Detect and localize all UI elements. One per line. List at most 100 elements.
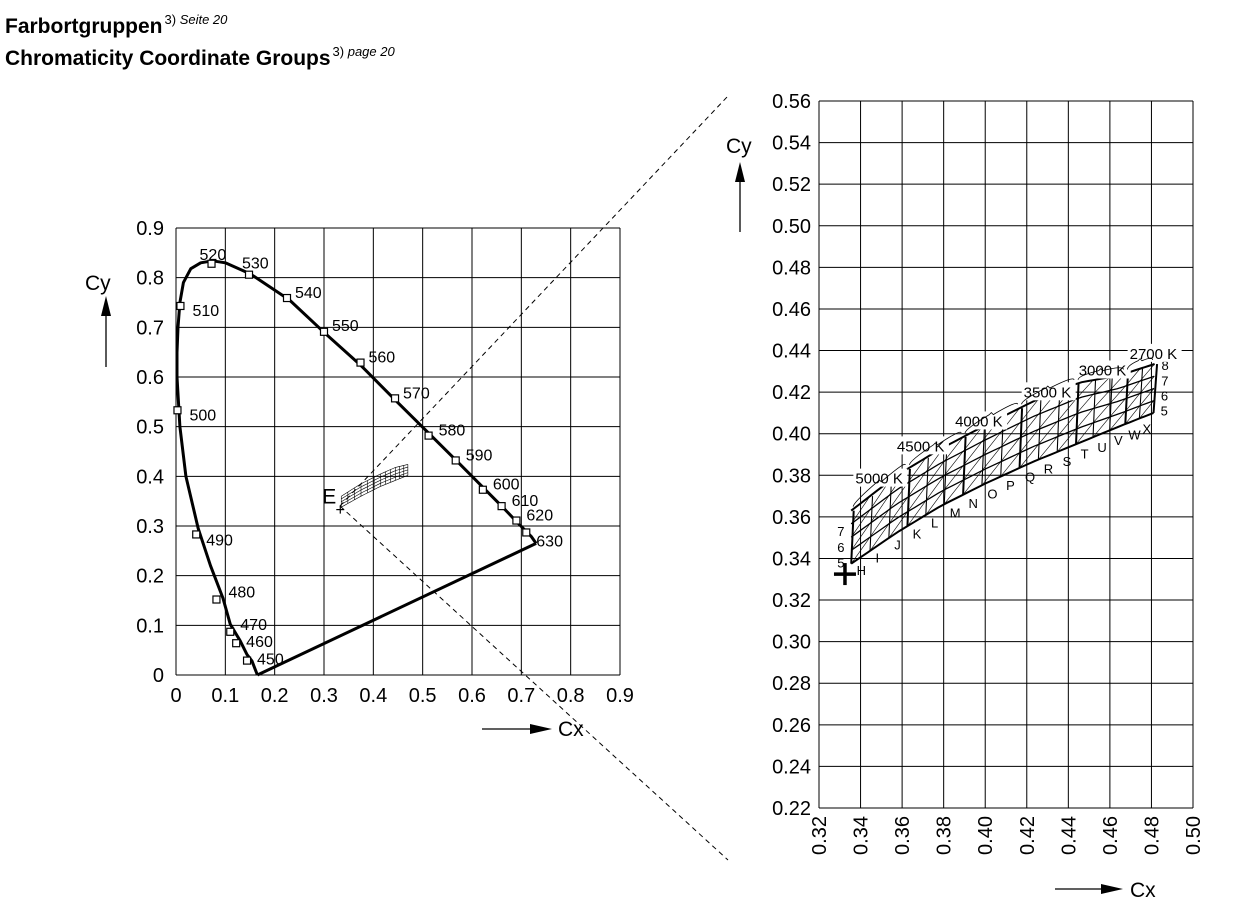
wavelength-label: 470 bbox=[240, 617, 267, 634]
cct-brace bbox=[909, 431, 962, 466]
wavelength-label: 550 bbox=[332, 318, 359, 335]
color-group-hatch bbox=[1019, 414, 1039, 439]
color-group-line bbox=[850, 510, 855, 564]
wavelength-marker bbox=[451, 456, 460, 465]
color-group-label: N bbox=[969, 496, 978, 511]
sub-group-label-left: 7 bbox=[837, 524, 844, 539]
cct-brace bbox=[964, 402, 1018, 434]
color-group-hatch bbox=[1139, 400, 1155, 419]
cct-label-bg bbox=[853, 468, 908, 487]
x-axis-label: Cx bbox=[558, 718, 584, 741]
cct-label: 2700 K bbox=[1130, 346, 1178, 363]
wavelength-marker bbox=[512, 516, 521, 525]
color-group-hatch bbox=[1139, 363, 1155, 382]
y-tick-label: 0.34 bbox=[772, 548, 811, 570]
wavelength-marker bbox=[319, 327, 329, 336]
color-group-label: I bbox=[875, 550, 879, 565]
wavelength-label: 630 bbox=[536, 533, 563, 550]
x-axis-label: Cx bbox=[1130, 879, 1156, 902]
y-tick-label: 0.44 bbox=[772, 341, 811, 363]
color-group-hatch bbox=[850, 509, 871, 538]
color-group-hatch bbox=[981, 461, 1001, 486]
wavelength-label: 490 bbox=[206, 532, 233, 549]
color-group-hatch bbox=[907, 457, 927, 484]
wavelength-label: 570 bbox=[403, 385, 430, 402]
wavelength-label: 560 bbox=[369, 350, 396, 367]
color-group-hatch bbox=[925, 475, 945, 501]
color-group-hatch bbox=[944, 465, 964, 490]
x-tick-label: 0.48 bbox=[1141, 816, 1163, 855]
color-group-label: M bbox=[950, 505, 961, 520]
cct-label: 3500 K bbox=[1024, 384, 1072, 401]
y-tick-label: 0.40 bbox=[772, 424, 811, 446]
color-group-hatch bbox=[869, 509, 890, 538]
color-group-label: S bbox=[1063, 454, 1072, 469]
wavelength-label: 610 bbox=[512, 493, 539, 510]
color-group-hatch bbox=[1056, 413, 1077, 437]
cct-label: 4500 K bbox=[897, 438, 945, 455]
color-group-hatch bbox=[1019, 444, 1039, 469]
y-tick-label: 0.42 bbox=[772, 382, 811, 404]
y-tick-label: 0.24 bbox=[772, 756, 811, 778]
y-tick-label: 0.36 bbox=[772, 507, 811, 529]
x-tick-label: 0.2 bbox=[261, 685, 289, 707]
color-group-label: H bbox=[857, 563, 866, 578]
wavelength-marker bbox=[356, 358, 365, 367]
color-group-label: T bbox=[1081, 447, 1089, 462]
wavelength-label: 500 bbox=[189, 407, 216, 424]
sub-group-label-left: 5 bbox=[837, 556, 844, 571]
color-group-hatch bbox=[888, 483, 908, 510]
color-group-label: J bbox=[894, 538, 901, 553]
color-group-hatch bbox=[1092, 416, 1110, 438]
x-tick-label: 0.5 bbox=[409, 685, 437, 707]
cct-brace bbox=[1077, 367, 1124, 380]
color-group-hatch bbox=[1019, 429, 1039, 454]
y-tick-label: 0.4 bbox=[136, 466, 164, 488]
wavelength-label: 580 bbox=[439, 423, 466, 440]
color-group-hatch bbox=[944, 436, 964, 462]
wavelength-marker bbox=[522, 528, 531, 537]
color-group-label: V bbox=[1114, 433, 1123, 448]
cct-label: 5000 K bbox=[855, 471, 903, 488]
y-axis-arrow-head bbox=[735, 162, 745, 182]
y-axis-label: Cy bbox=[726, 135, 752, 158]
y-tick-label: 0.7 bbox=[136, 317, 164, 339]
y-tick-label: 0.26 bbox=[772, 715, 811, 737]
color-group-label: K bbox=[913, 527, 922, 542]
color-group-hatch bbox=[1125, 368, 1141, 387]
wavelength-marker bbox=[232, 639, 241, 648]
color-group-hatch bbox=[962, 426, 983, 452]
color-group-hatch bbox=[907, 486, 927, 512]
color-sub-group-line bbox=[850, 400, 1155, 551]
wavelength-marker bbox=[192, 530, 201, 539]
y-tick-label: 0.46 bbox=[772, 299, 811, 321]
color-group-hatch bbox=[1038, 406, 1058, 430]
wavelength-marker bbox=[424, 431, 433, 440]
color-group-hatch bbox=[962, 456, 983, 481]
sub-group-label-right: 6 bbox=[1161, 388, 1168, 403]
x-tick-label: 0.32 bbox=[809, 816, 831, 855]
color-group-hatch bbox=[944, 480, 964, 505]
wavelength-label: 540 bbox=[295, 285, 322, 302]
color-group-hatch bbox=[1075, 394, 1094, 415]
wavelength-label: 600 bbox=[493, 477, 520, 494]
color-group-hatch bbox=[850, 523, 871, 551]
wavelength-marker bbox=[212, 595, 221, 604]
y-axis-label: Cy bbox=[85, 272, 111, 295]
color-group-hatch bbox=[907, 471, 927, 498]
group-region-line bbox=[341, 472, 409, 505]
x-axis-arrow-head bbox=[530, 724, 552, 734]
x-tick-label: 0.1 bbox=[211, 685, 239, 707]
y-tick-label: 0.28 bbox=[772, 673, 811, 695]
color-group-label: L bbox=[931, 515, 938, 530]
color-group-hatch bbox=[962, 441, 983, 467]
wavelength-marker bbox=[244, 270, 254, 279]
color-group-label: W bbox=[1128, 427, 1141, 442]
y-tick-label: 0.30 bbox=[772, 632, 811, 654]
x-tick-label: 0.36 bbox=[892, 816, 914, 855]
color-group-hatch bbox=[869, 523, 890, 551]
wavelength-label: 520 bbox=[200, 247, 227, 264]
sub-group-label-left: 6 bbox=[837, 540, 844, 555]
cct-label-bg bbox=[1021, 382, 1076, 401]
